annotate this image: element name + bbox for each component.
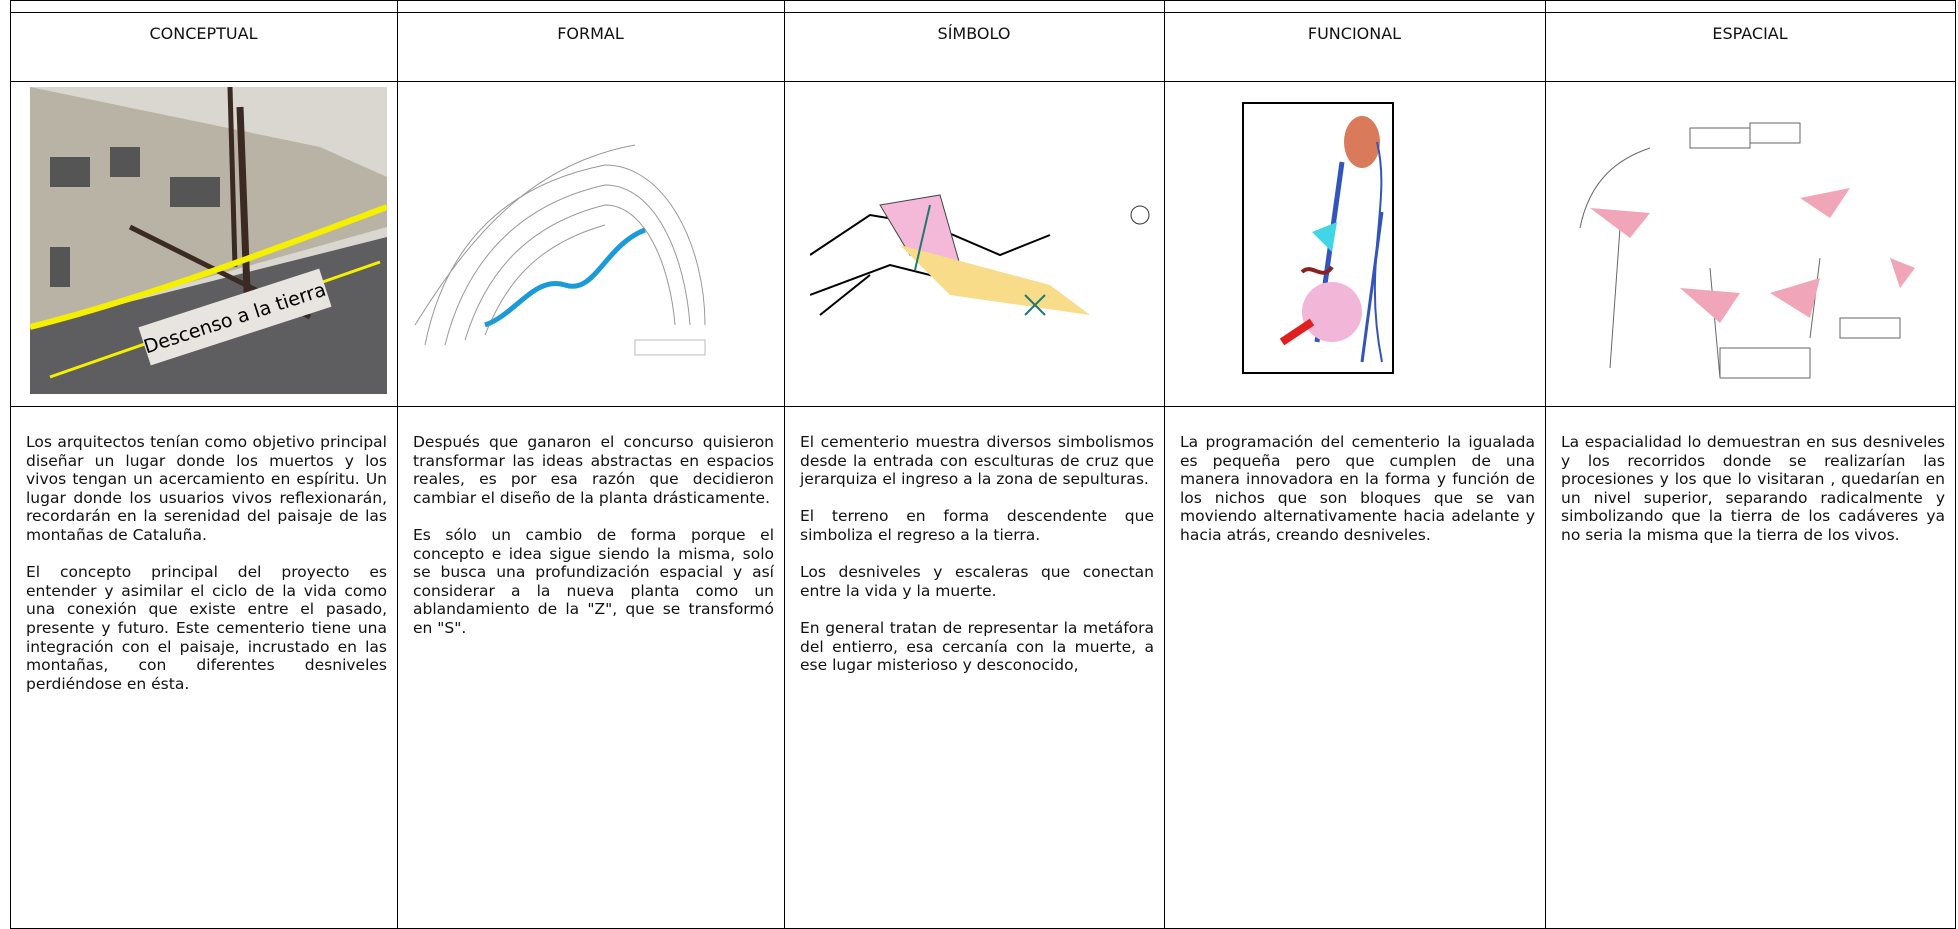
column-border [397, 0, 398, 929]
column-header: FUNCIONAL [1307, 24, 1402, 43]
paragraph: En general tratan de representar la metá… [800, 618, 1154, 675]
column-border [10, 0, 11, 929]
paragraph: Los arquitectos tenían como objetivo pri… [26, 433, 387, 544]
column-text: La espacialidad lo demuestran en sus des… [1561, 433, 1945, 563]
row-border [10, 0, 1956, 1]
illustration [405, 125, 725, 379]
illustration [1242, 102, 1394, 378]
sketch [809, 185, 1155, 325]
column-header: SÍMBOLO [937, 24, 1011, 43]
column-text: Los arquitectos tenían como objetivo pri… [26, 433, 387, 712]
column-text: La programación del cementerio la iguala… [1180, 433, 1535, 563]
column-border [1955, 0, 1956, 929]
paragraph: El concepto principal del proyecto es en… [26, 563, 387, 693]
paragraph: Es sólo un cambio de forma porque el con… [413, 525, 774, 637]
sketch [405, 125, 725, 375]
sketch [1242, 102, 1394, 374]
column-header: CONCEPTUAL [149, 24, 258, 43]
paragraph: Después que ganaron el concurso quisiero… [413, 433, 774, 507]
paragraph: El terreno en forma descendente que simb… [800, 507, 1154, 544]
column-border [1164, 0, 1165, 929]
paragraph: El cementerio muestra diversos simbolism… [800, 433, 1154, 489]
column-text: Después que ganaron el concurso quisiero… [413, 433, 774, 656]
column-border [784, 0, 785, 929]
illustration: Descenso a la tierra [29, 86, 389, 398]
row-border [10, 81, 1956, 82]
column-text: El cementerio muestra diversos simbolism… [800, 433, 1154, 693]
sketch: Descenso a la tierra [29, 86, 389, 394]
column-border [1545, 0, 1546, 929]
sketch [1570, 118, 1920, 398]
column-header: ESPACIAL [1712, 24, 1788, 43]
paragraph: La programación del cementerio la iguala… [1180, 433, 1535, 544]
row-border [10, 406, 1956, 407]
paragraph: La espacialidad lo demuestran en sus des… [1561, 433, 1945, 544]
paragraph: Los desniveles y escaleras que conectan … [800, 563, 1154, 600]
column-header: FORMAL [557, 24, 624, 43]
row-border [10, 12, 1956, 13]
illustration [809, 185, 1155, 329]
illustration [1570, 118, 1920, 402]
